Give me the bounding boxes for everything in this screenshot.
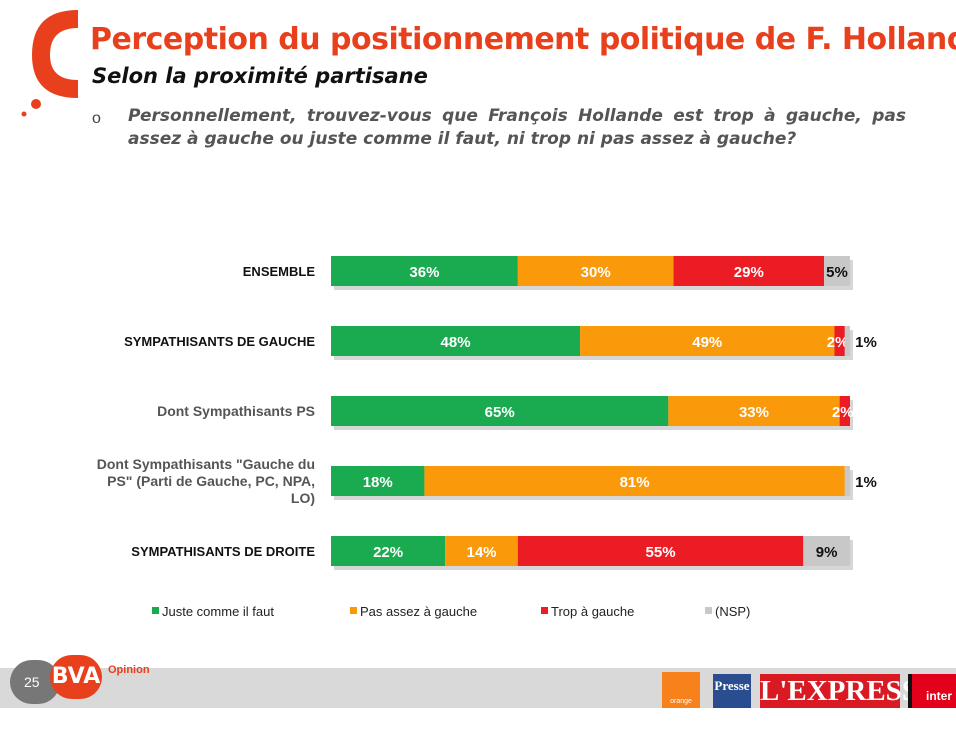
data-label: 29% bbox=[734, 264, 764, 281]
bar-segment bbox=[331, 256, 518, 286]
legend-label: (NSP) bbox=[715, 604, 750, 619]
bar-segment bbox=[803, 536, 850, 566]
data-label: 5% bbox=[826, 264, 848, 281]
legend-swatch bbox=[705, 607, 712, 614]
bar-segment bbox=[424, 466, 845, 496]
legend-label: Juste comme il faut bbox=[162, 604, 274, 619]
bva-opinion-label: Opinion bbox=[108, 664, 150, 676]
data-label: 14% bbox=[466, 544, 496, 561]
legend-swatch bbox=[541, 607, 548, 614]
bar-segment bbox=[517, 256, 674, 286]
bar-segment bbox=[834, 326, 845, 356]
data-label: 2% bbox=[832, 404, 854, 421]
bar-segment bbox=[824, 256, 850, 286]
bullet-icon: o bbox=[92, 110, 101, 127]
survey-question: Personnellement, trouvez-vous que Franço… bbox=[128, 106, 906, 149]
data-label: 18% bbox=[363, 474, 393, 491]
bar-segment bbox=[331, 466, 425, 496]
category-label: SYMPATHISANTS DE GAUCHE bbox=[124, 334, 315, 349]
data-label: 65% bbox=[485, 404, 515, 421]
bar-segment bbox=[580, 326, 835, 356]
data-label: 1% bbox=[855, 334, 877, 351]
data-label: 48% bbox=[441, 334, 471, 351]
data-label: 55% bbox=[646, 544, 676, 561]
data-label: 36% bbox=[409, 264, 439, 281]
data-label: 9% bbox=[816, 544, 838, 561]
bva-logo: BVA bbox=[50, 655, 102, 699]
bar-segment bbox=[839, 396, 850, 426]
bar-segment bbox=[668, 396, 840, 426]
data-label: 22% bbox=[373, 544, 403, 561]
legend-label: Pas assez à gauche bbox=[360, 604, 477, 619]
page-subtitle: Selon la proximité partisane bbox=[92, 64, 428, 88]
category-label: ENSEMBLE bbox=[243, 264, 316, 279]
data-label: 33% bbox=[739, 404, 769, 421]
decorative-shape bbox=[21, 10, 78, 117]
data-label: 1% bbox=[855, 474, 877, 491]
lexpress-logo: L'EXPRESS bbox=[760, 674, 918, 708]
data-label: 30% bbox=[581, 264, 611, 281]
category-label: Dont Sympathisants PS bbox=[157, 403, 315, 419]
data-label: 2% bbox=[827, 334, 849, 351]
category-label: Dont Sympathisants "Gauche du PS" (Parti … bbox=[97, 456, 315, 506]
bar-segment bbox=[445, 536, 518, 566]
category-label: SYMPATHISANTS DE DROITE bbox=[131, 544, 315, 559]
bar-segment bbox=[844, 466, 850, 496]
bar-segment bbox=[331, 536, 446, 566]
bar-segment bbox=[517, 536, 804, 566]
legend-label: Trop à gauche bbox=[551, 604, 634, 619]
france-inter-logo: inter bbox=[912, 674, 956, 708]
bar-segment bbox=[331, 396, 669, 426]
data-label: 81% bbox=[620, 474, 650, 491]
bar-segment bbox=[844, 326, 850, 356]
bar-segment bbox=[331, 326, 581, 356]
page-title: Perception du positionnement politique d… bbox=[90, 22, 956, 57]
stacked-bar-chart: ENSEMBLE 36% 30% 29% 5% SYMPATHISANTS DE GAUC… bbox=[97, 256, 877, 619]
bar-segment bbox=[673, 256, 825, 286]
presse-regionale-logo: Presse bbox=[713, 674, 751, 708]
legend-swatch bbox=[350, 607, 357, 614]
legend-swatch bbox=[152, 607, 159, 614]
data-label: 49% bbox=[692, 334, 722, 351]
orange-logo: orange bbox=[662, 672, 700, 708]
